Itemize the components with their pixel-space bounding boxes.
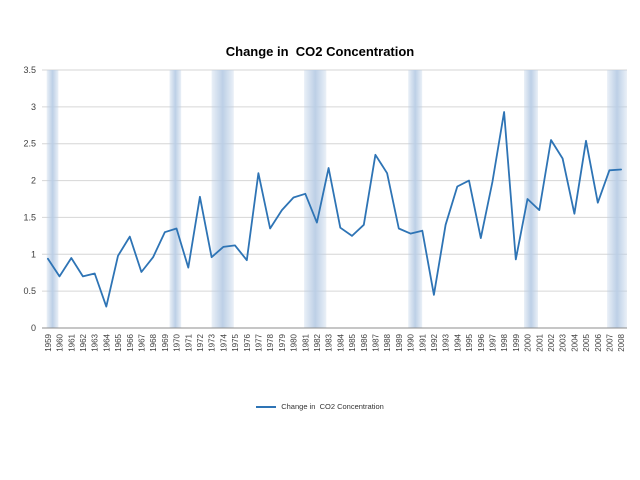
x-tick-label: 2007 [605, 333, 614, 351]
x-tick-label: 2003 [559, 333, 568, 351]
y-tick-label: 1 [31, 249, 36, 259]
highlight-band [524, 70, 538, 328]
highlight-band [46, 70, 59, 328]
x-tick-label: 2005 [582, 333, 591, 351]
x-tick-label: 1984 [336, 333, 345, 351]
legend-label: Change in CO2 Concentration [281, 402, 384, 411]
x-tick-label: 1989 [395, 333, 404, 351]
x-tick-label: 1993 [442, 333, 451, 351]
y-tick-label: 2 [31, 176, 36, 186]
x-tick-label: 1986 [360, 333, 369, 351]
y-tick-label: 3 [31, 102, 36, 112]
highlight-band [408, 70, 423, 328]
x-axis-labels: 1959 1960 1961 1962 1963 1964 1965 1966 1967 1968… [44, 333, 626, 351]
x-tick-label: 1980 [290, 333, 299, 351]
x-tick-label: 1983 [325, 333, 334, 351]
x-tick-label: 2002 [547, 333, 556, 351]
highlight-bands [46, 70, 627, 328]
x-tick-label: 1961 [67, 333, 76, 351]
x-tick-label: 1968 [149, 333, 158, 351]
x-tick-label: 1970 [173, 333, 182, 351]
x-tick-label: 1976 [243, 333, 252, 351]
x-tick-label: 1960 [56, 333, 65, 351]
legend-line-marker-icon [256, 405, 277, 408]
x-tick-label: 1999 [512, 333, 521, 351]
y-axis-labels: 0 0.5 1 1.5 2 2.5 3 3.5 [23, 65, 36, 333]
y-tick-label: 3.5 [23, 65, 36, 75]
x-tick-label: 1994 [453, 333, 462, 351]
x-tick-label: 1975 [231, 333, 240, 351]
highlight-band [607, 70, 627, 328]
x-tick-label: 1973 [208, 333, 217, 351]
y-tick-label: 0.5 [23, 286, 36, 296]
x-tick-label: 1997 [488, 333, 497, 351]
x-tick-label: 1966 [126, 333, 135, 351]
x-tick-label: 1959 [44, 333, 53, 351]
x-tick-label: 2004 [570, 333, 579, 351]
highlight-band [211, 70, 234, 328]
x-tick-label: 1967 [137, 333, 146, 351]
x-tick-label: 2000 [524, 333, 533, 351]
co2-series-line [47, 111, 622, 308]
x-tick-label: 1982 [313, 333, 322, 351]
x-tick-label: 1992 [430, 333, 439, 351]
x-tick-label: 1969 [161, 333, 170, 351]
y-tick-label: 1.5 [23, 212, 36, 222]
x-tick-label: 1996 [477, 333, 486, 351]
x-tick-label: 1979 [278, 333, 287, 351]
x-tick-label: 1990 [407, 333, 416, 351]
chart-title: Change in CO2 Concentration [225, 44, 415, 59]
x-tick-label: 1978 [266, 333, 275, 351]
x-tick-label: 2001 [535, 333, 544, 351]
x-tick-label: 1985 [348, 333, 357, 351]
x-tick-label: 2006 [594, 333, 603, 351]
y-tick-label: 0 [31, 323, 36, 333]
x-tick-label: 1974 [219, 333, 228, 351]
y-tick-label: 2.5 [23, 139, 36, 149]
x-tick-label: 1962 [79, 333, 88, 351]
legend: Change in CO2 Concentration [0, 402, 640, 411]
highlight-band [169, 70, 182, 328]
x-tick-label: 1995 [465, 333, 474, 351]
x-tick-label: 1998 [500, 333, 509, 351]
x-tick-label: 1963 [91, 333, 100, 351]
x-tick-label: 1981 [301, 333, 310, 351]
x-tick-label: 1964 [102, 333, 111, 351]
x-tick-label: 1965 [114, 333, 123, 351]
x-tick-label: 1988 [383, 333, 392, 351]
x-tick-label: 1987 [371, 333, 380, 351]
x-tick-label: 2008 [617, 333, 626, 351]
x-tick-label: 1971 [184, 333, 193, 351]
series-lines [47, 111, 622, 308]
x-tick-label: 1972 [196, 333, 205, 351]
gridlines [42, 69, 627, 329]
x-tick-label: 1991 [418, 333, 427, 351]
highlight-band [304, 70, 327, 328]
x-tick-label: 1977 [254, 333, 263, 351]
